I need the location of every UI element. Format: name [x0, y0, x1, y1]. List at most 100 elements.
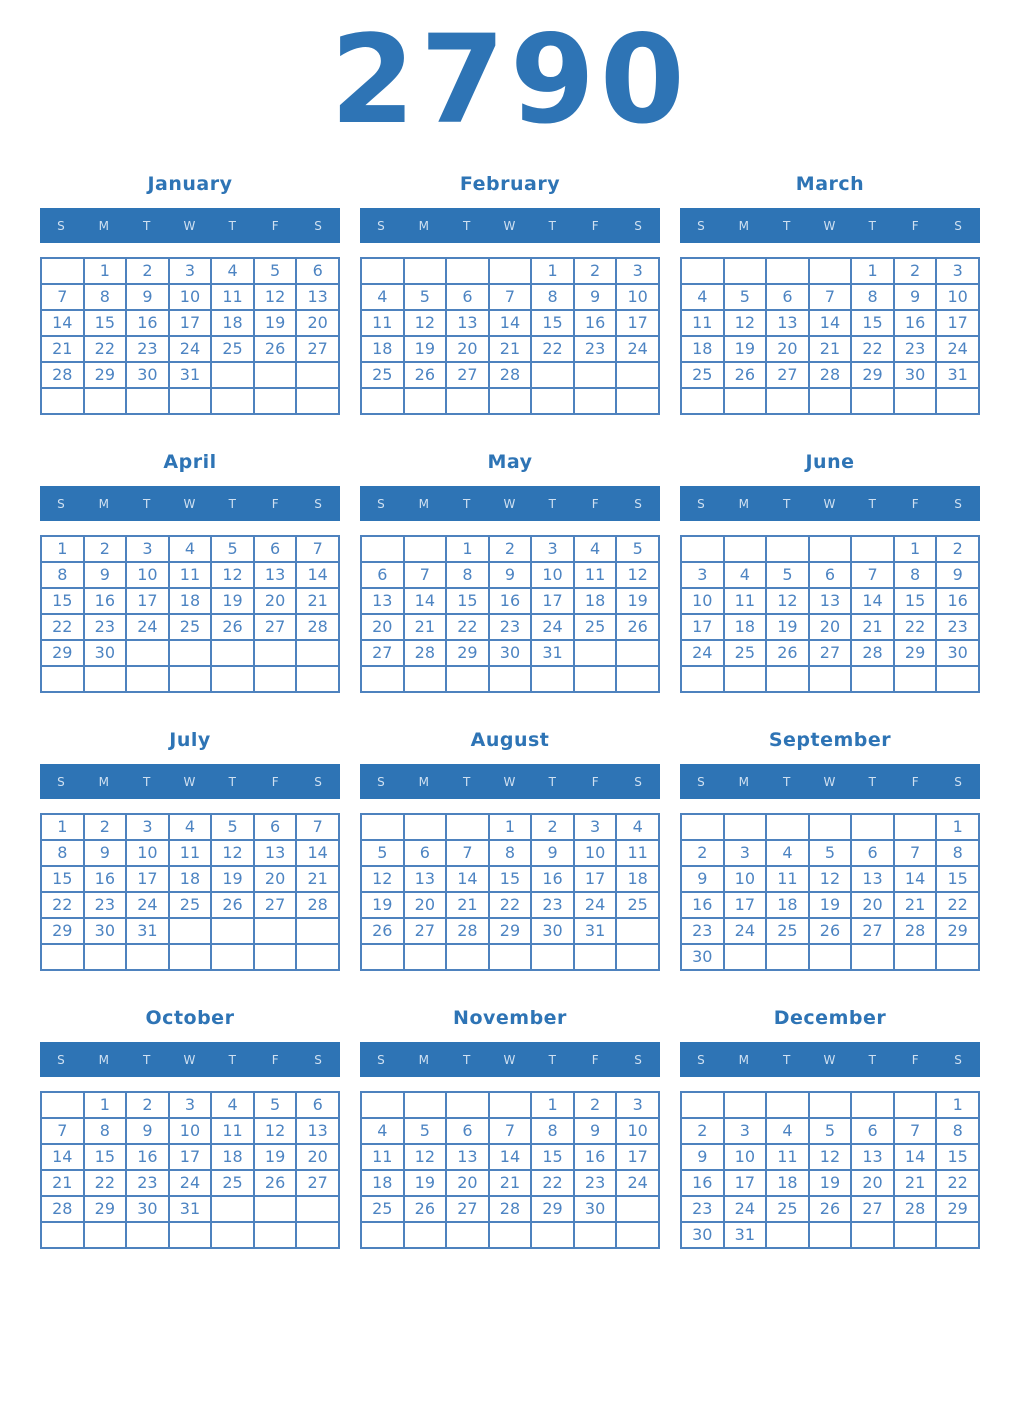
week-row: 8 9 10 11 12 13 14 — [40, 561, 340, 589]
date-cell: 20 — [850, 891, 895, 919]
week-row: 18 19 20 21 22 23 24 — [360, 1169, 660, 1197]
date-cell: 23 — [892, 335, 938, 363]
date-cell: 15 — [850, 309, 895, 337]
date-cell: 23 — [572, 335, 618, 363]
date-cell: 11 — [572, 561, 618, 589]
weekday-header-cell: F — [271, 774, 280, 789]
date-cell: 14 — [892, 865, 938, 893]
date-cell — [765, 813, 810, 841]
date-cell: 13 — [295, 283, 340, 311]
week-row: 30 31 — [680, 1221, 980, 1249]
date-cell: 27 — [765, 361, 810, 389]
date-cell: 6 — [445, 1117, 490, 1145]
date-cell — [252, 943, 298, 971]
month-title: November — [453, 1007, 567, 1029]
date-cell: 2 — [935, 535, 980, 563]
date-cell — [722, 387, 768, 415]
date-cell: 7 — [487, 1117, 533, 1145]
date-cell: 13 — [360, 587, 405, 615]
date-cell: 13 — [850, 865, 895, 893]
weekday-header-cell: T — [782, 496, 792, 511]
weekday-header-cell: W — [183, 1052, 197, 1067]
month-title: January — [147, 173, 233, 195]
date-cell: 17 — [722, 891, 768, 919]
date-cell: 20 — [360, 613, 405, 641]
date-cell: 10 — [572, 839, 618, 867]
date-cell: 25 — [360, 1195, 405, 1223]
date-cell: 1 — [40, 535, 85, 563]
date-cell: 20 — [445, 1169, 490, 1197]
date-cell: 26 — [615, 613, 660, 641]
date-cell — [445, 665, 490, 693]
date-cell: 31 — [530, 639, 575, 667]
date-cell: 5 — [807, 1117, 853, 1145]
date-cell: 18 — [722, 613, 768, 641]
date-cell: 19 — [252, 309, 298, 337]
date-cell: 10 — [530, 561, 575, 589]
date-cell: 7 — [807, 283, 853, 311]
date-cell: 6 — [252, 813, 298, 841]
week-row: 21 22 23 24 25 26 27 — [40, 335, 340, 363]
week-row — [360, 665, 660, 693]
month-title: December — [773, 1007, 887, 1029]
date-cell: 10 — [722, 1143, 768, 1171]
date-cell: 24 — [722, 1195, 768, 1223]
date-cell — [935, 665, 980, 693]
date-cell: 11 — [210, 1117, 255, 1145]
date-cell: 4 — [167, 813, 213, 841]
date-cell — [210, 943, 255, 971]
weekday-header-cell: S — [57, 496, 66, 511]
date-cell: 28 — [892, 1195, 938, 1223]
date-cell: 16 — [530, 865, 575, 893]
date-cell: 14 — [850, 587, 895, 615]
date-cell: 7 — [295, 813, 340, 841]
date-cell: 3 — [125, 535, 170, 563]
date-cell — [445, 1221, 490, 1249]
date-cell: 11 — [615, 839, 660, 867]
week-row: 25 26 27 28 29 30 — [360, 1195, 660, 1223]
date-cell: 9 — [680, 865, 725, 893]
date-cell: 9 — [530, 839, 575, 867]
date-cell — [295, 1195, 340, 1223]
weekday-header-cell: W — [183, 774, 197, 789]
date-cell: 17 — [615, 309, 660, 337]
date-cell: 14 — [487, 1143, 533, 1171]
date-cell — [295, 917, 340, 945]
week-row: 29 30 — [40, 639, 340, 667]
date-cell: 15 — [892, 587, 938, 615]
weekday-header-cell: T — [548, 1052, 558, 1067]
weekday-header-cell: M — [418, 218, 430, 233]
date-cell: 12 — [210, 839, 255, 867]
weekday-header-cell: W — [823, 496, 837, 511]
date-cell: 28 — [295, 891, 340, 919]
month-title: March — [795, 173, 865, 195]
date-cell — [445, 1091, 490, 1119]
date-cell: 12 — [360, 865, 405, 893]
month-title: April — [163, 451, 217, 473]
date-cell: 28 — [807, 361, 853, 389]
date-cell: 24 — [615, 335, 660, 363]
weekday-header-cell: T — [782, 218, 792, 233]
date-cell: 30 — [125, 361, 170, 389]
date-cell — [445, 387, 490, 415]
date-cell: 28 — [487, 1195, 533, 1223]
date-cell: 26 — [807, 1195, 853, 1223]
weekday-header-cell: M — [98, 218, 110, 233]
weekday-header-cell: S — [377, 496, 386, 511]
week-row: 9 10 11 12 13 14 15 — [680, 1143, 980, 1171]
date-cell: 22 — [40, 613, 85, 641]
date-cell — [765, 535, 810, 563]
date-cell: 28 — [850, 639, 895, 667]
date-cell: 13 — [807, 587, 853, 615]
date-cell: 12 — [807, 1143, 853, 1171]
date-cell: 24 — [572, 891, 618, 919]
date-cell — [722, 257, 768, 285]
date-cell: 26 — [252, 335, 298, 363]
